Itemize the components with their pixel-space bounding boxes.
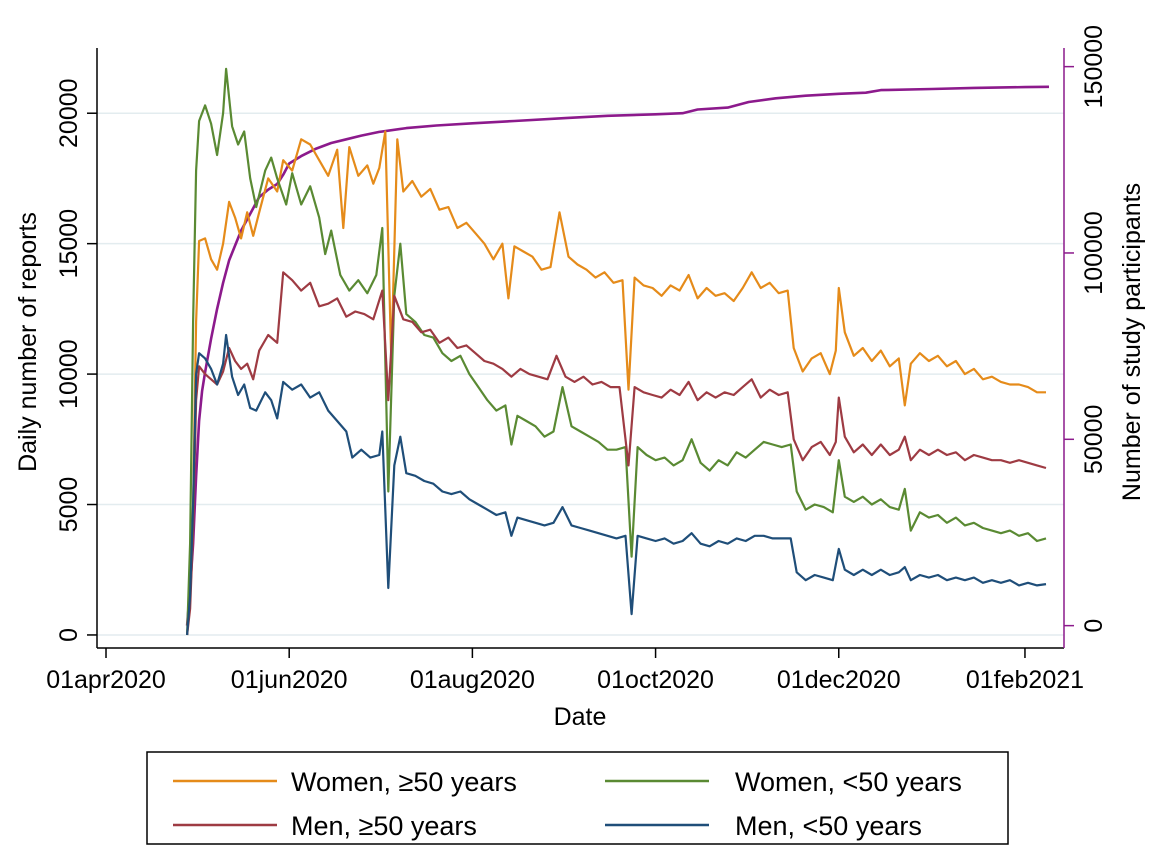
- y-right-tick-label-3: 150000: [1080, 25, 1108, 108]
- y-axis-right-title: Number of study participants: [1118, 183, 1146, 501]
- x-tick-label-5: 01feb2021: [966, 666, 1084, 694]
- y-axis-left-title: Daily number of reports: [14, 212, 42, 472]
- x-tick-label-2: 01aug2020: [410, 666, 535, 694]
- legend-label-men-under50: Men, <50 years: [735, 811, 922, 841]
- y-right-tick-label-2: 100000: [1080, 211, 1108, 294]
- x-tick-label-0: 01apr2020: [46, 666, 166, 694]
- legend-label-men-50plus: Men, ≥50 years: [291, 811, 477, 841]
- x-axis-title: Date: [554, 703, 607, 731]
- y-right-tick-label-1: 50000: [1080, 405, 1108, 475]
- y-left-tick-label-2: 10000: [55, 339, 83, 409]
- y-left-tick-label-0: 0: [55, 628, 83, 642]
- y-left-tick-label-4: 20000: [55, 78, 83, 148]
- legend: Women, ≥50 years Women, <50 years Men, ≥…: [146, 751, 1009, 845]
- grid-lines: [97, 112, 1064, 636]
- x-tick-label-4: 01dec2020: [777, 666, 901, 694]
- series-line-0: [186, 130, 1046, 636]
- series-lines: [185, 67, 1050, 636]
- y-right-tick-label-0: 0: [1080, 619, 1108, 633]
- series-line-1: [186, 67, 1047, 636]
- legend-label-women-50plus: Women, ≥50 years: [291, 767, 517, 797]
- x-tick-label-3: 01oct2020: [597, 666, 714, 694]
- legend-box: [146, 751, 1009, 845]
- y-left-tick-label-3: 15000: [55, 209, 83, 279]
- series-line-2: [186, 271, 1047, 636]
- y-left-tick-label-1: 5000: [55, 477, 83, 533]
- series-line-4: [185, 85, 1050, 626]
- series-line-3: [186, 333, 1047, 636]
- axes: 01apr2020 01jun2020 01aug2020 01oct2020 01de…: [46, 25, 1108, 694]
- x-tick-label-1: 01jun2020: [231, 666, 348, 694]
- legend-label-women-under50: Women, <50 years: [735, 767, 962, 797]
